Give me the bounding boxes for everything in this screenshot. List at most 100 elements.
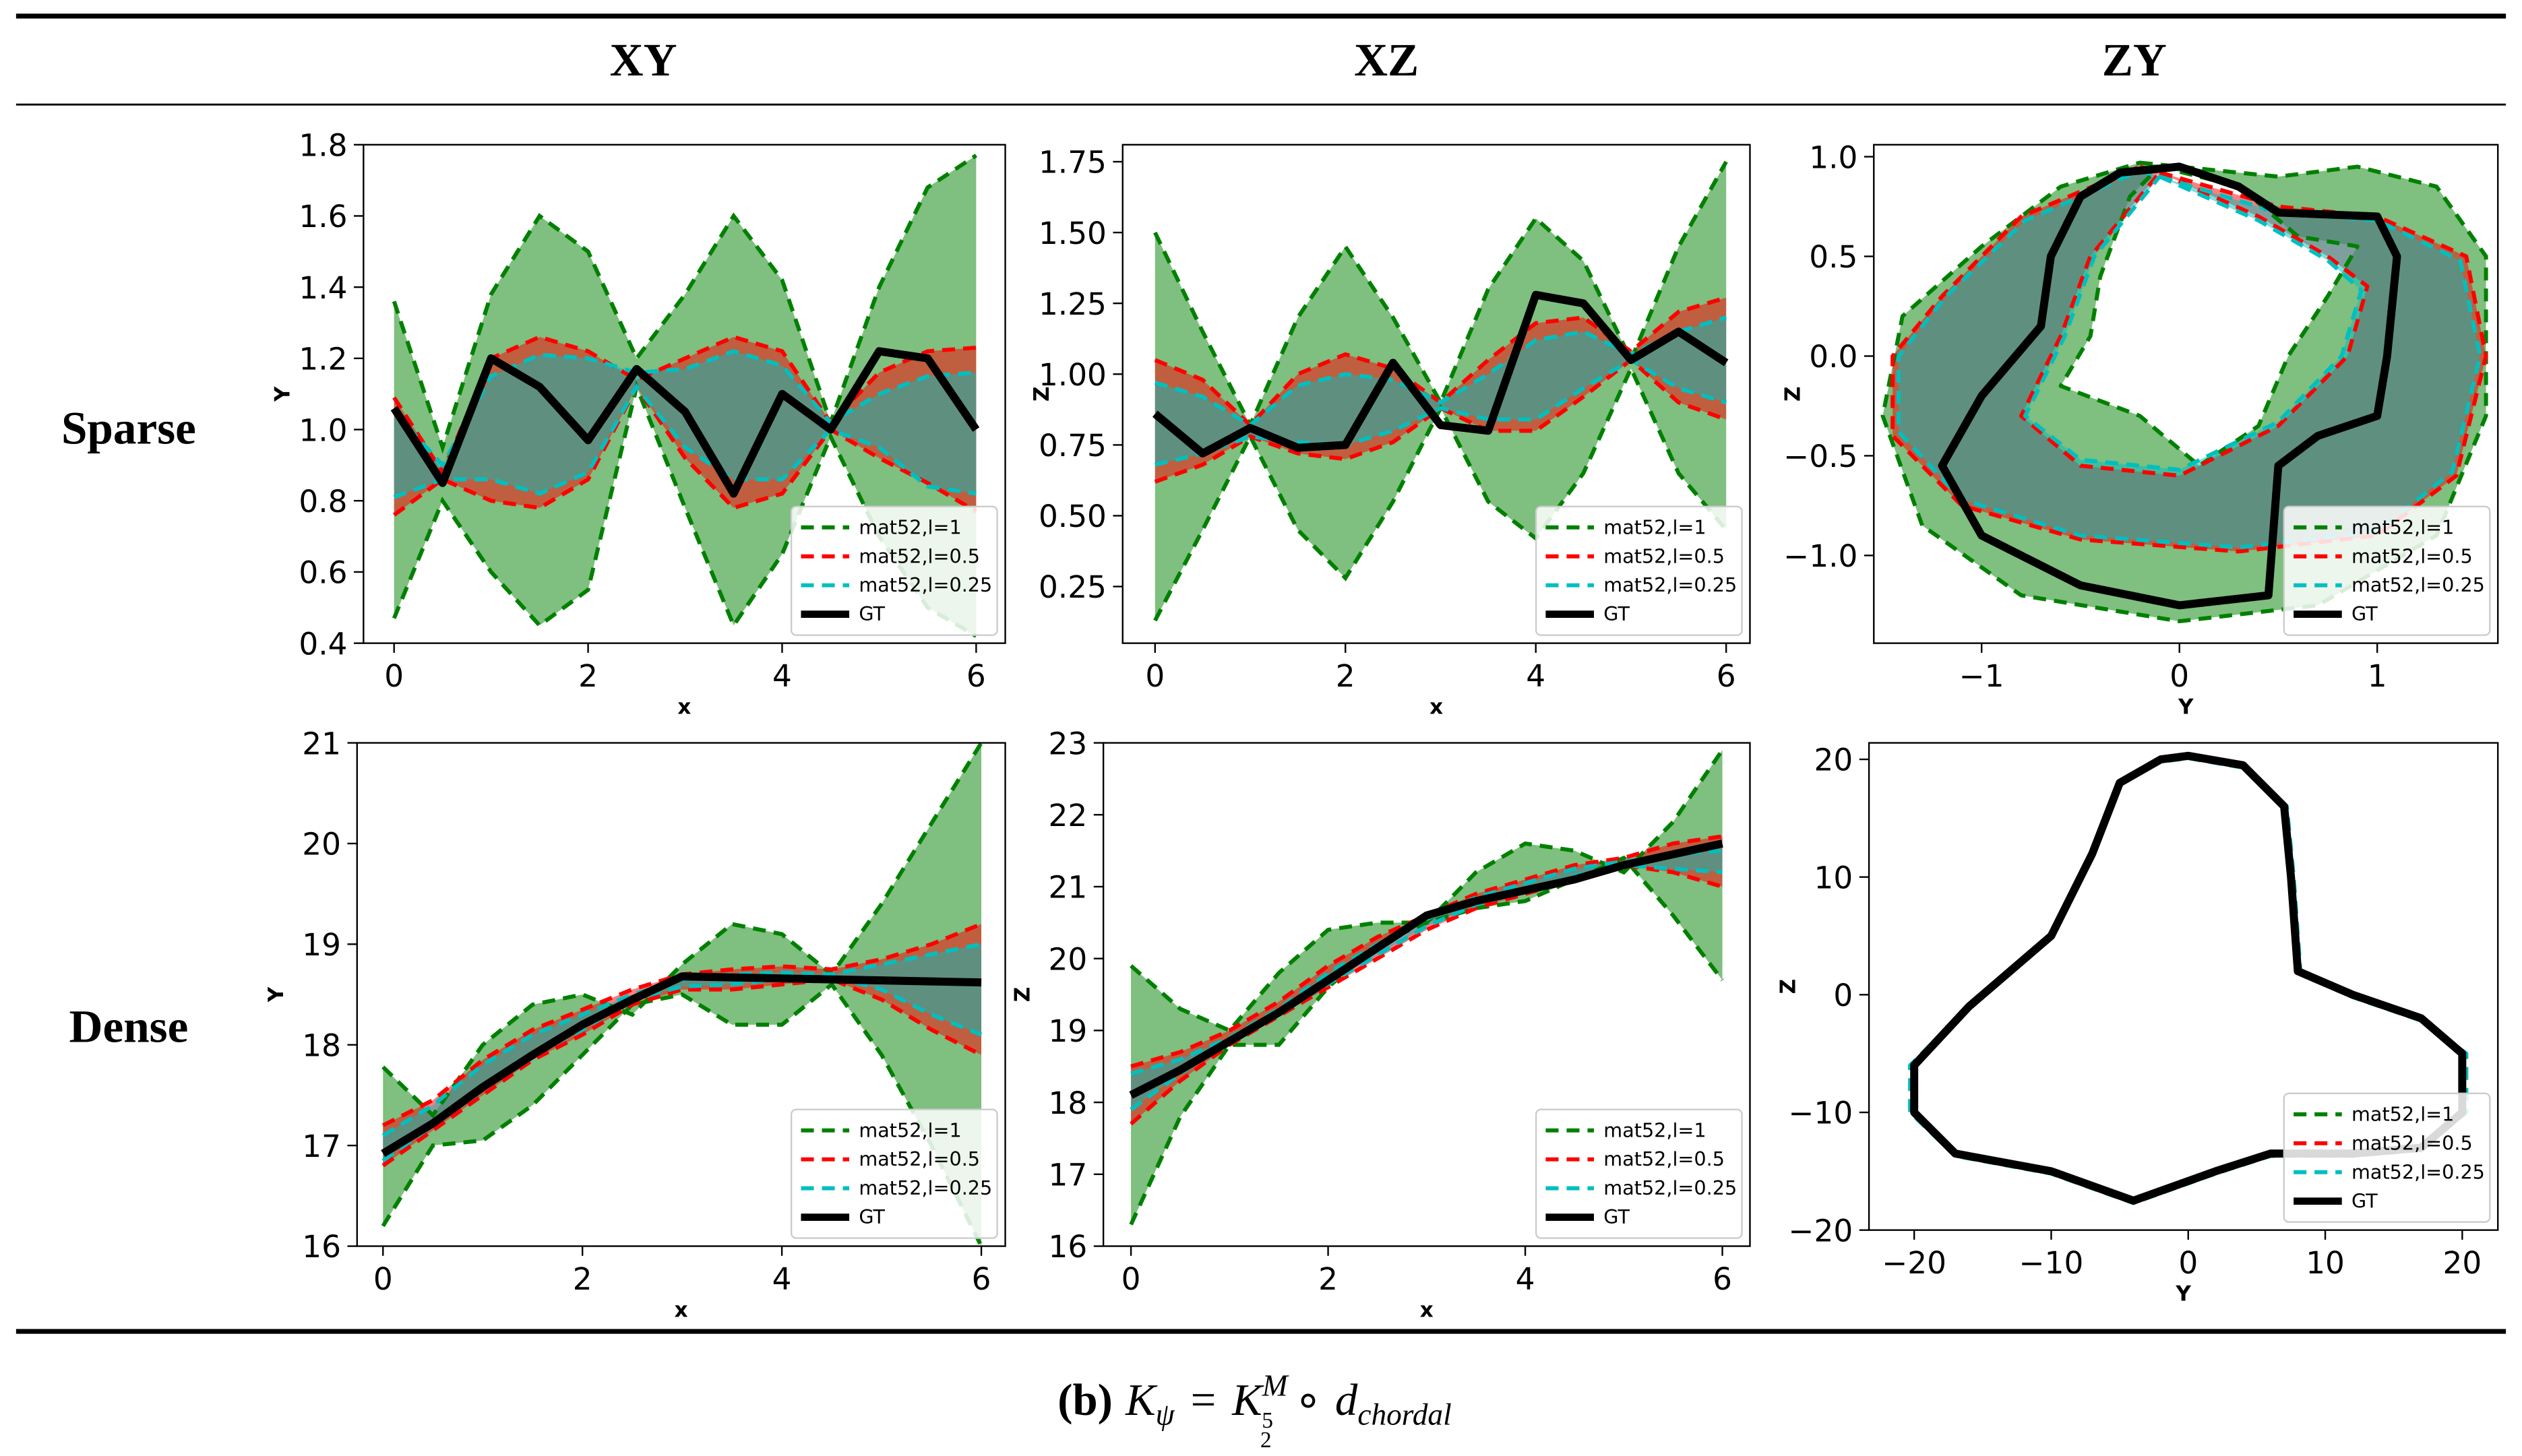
x-tick-label: 2 [578,658,598,694]
legend-label: mat52,l=0.25 [1603,573,1737,596]
plot-frame [356,742,1006,1247]
bound-line [392,383,977,517]
plot-area [1908,751,2469,1205]
x-tick-label: 4 [772,658,792,694]
y-tick-label: 0 [1833,978,1853,1013]
x-tick-label: 4 [1526,658,1545,694]
x-axis-label: x [1429,695,1443,720]
legend-label: mat52,l=0.5 [2351,1131,2473,1154]
legend-label: GT [859,1205,885,1228]
x-axis-label: Y [2175,1282,2191,1306]
y-tick-label: 18 [1049,1085,1088,1121]
caption-symbol: ψ [1156,1397,1175,1431]
legend-box [1535,505,1743,636]
bound-line [381,974,983,1162]
legend-label: mat52,l=0.25 [1603,1176,1737,1199]
y-axis-label: Y [264,986,288,1003]
plot-area [1129,749,1725,1226]
bound-line [2023,175,2364,472]
y-tick-label: 1.75 [1039,145,1107,181]
caption-symbol: 5 [1262,1408,1273,1433]
bound-line [392,154,978,454]
y-tick-label: 1.8 [299,128,347,164]
plot-frame [1102,742,1751,1247]
bound-line [1129,855,1724,1226]
x-tick-label: 2 [573,1261,592,1297]
y-tick-label: 1.50 [1039,216,1107,251]
caption-symbol: M [1262,1368,1289,1402]
legend-label: GT [2351,602,2378,625]
y-tick-label: 21 [1049,870,1088,906]
caption-symbol: chordal [1357,1397,1451,1431]
y-tick-label: 0.25 [1039,569,1107,605]
y-tick-label: 20 [1814,742,1853,778]
y-tick-label: 0.6 [299,555,347,591]
x-tick-label: 0 [373,1261,393,1297]
y-axis-label: Y [271,386,295,402]
bound-line [393,383,977,499]
x-tick-label: 0 [2178,1245,2198,1281]
y-tick-label: 16 [1049,1229,1088,1265]
column-header: ZY [2102,34,2167,86]
caption-symbol: 2 [1260,1428,1272,1453]
y-axis-label: Z [1010,987,1035,1002]
gt-line [1152,290,1729,457]
x-tick-label: 6 [966,658,986,694]
bound-line [1130,749,1725,1034]
y-tick-label: 1.6 [299,199,347,234]
legend-label: mat52,l=1 [2351,515,2454,538]
y-tick-label: 1.0 [299,412,347,448]
legend-label: GT [2351,1189,2378,1212]
legend-label: GT [1603,602,1630,625]
x-tick-label: 2 [1336,658,1355,694]
gt-line [1910,751,2467,1205]
confidence-band [1131,850,1723,1110]
y-axis-label: Z [1781,386,1805,401]
gt-line [390,347,980,498]
legend-label: mat52,l=0.5 [1603,544,1725,567]
y-tick-label: −1.0 [1783,538,1857,574]
confidence-band [1131,836,1723,1125]
y-tick-label: 19 [302,927,341,963]
x-tick-label: 10 [2306,1245,2345,1281]
y-tick-label: −0.5 [1783,439,1857,474]
x-axis-label: x [675,1298,688,1323]
plot-area [1152,160,1729,622]
plot-area [390,154,980,638]
y-tick-label: 1.00 [1039,357,1107,393]
y-tick-label: 0.4 [299,626,347,662]
y-tick-label: −20 [1789,1213,1853,1248]
x-tick-label: 0 [1145,658,1165,694]
bound-line [381,981,983,1246]
y-tick-label: 1.25 [1039,286,1107,322]
x-tick-label: 6 [972,1261,991,1297]
legend-label: mat52,l=1 [2351,1102,2454,1125]
caption-symbol: K [1125,1375,1158,1425]
legend-label: mat52,l=0.25 [2351,1160,2485,1183]
caption-symbol: = [1191,1375,1217,1425]
x-tick-label: 2 [1318,1261,1338,1297]
bound-line [1130,834,1723,1069]
y-tick-label: 0.8 [299,484,347,519]
y-tick-label: 1.2 [299,342,347,377]
y-tick-label: 22 [1049,798,1088,833]
y-tick-label: 1.0 [1809,139,1857,175]
y-tick-label: 20 [1049,941,1088,977]
confidence-band [1155,162,1727,621]
legend-box [2283,1092,2491,1223]
gt-line [1938,162,2401,610]
plot-frame [1121,144,1751,644]
x-tick-label: −20 [1882,1245,1946,1281]
x-axis-label: Y [2178,695,2194,720]
y-axis-label: Z [1776,979,1800,994]
y-tick-label: 0.5 [1809,239,1857,275]
confidence-band [383,924,982,1166]
x-tick-label: 0 [2170,658,2189,694]
plot-frame [1868,742,2499,1231]
legend-label: mat52,l=0.5 [2351,544,2473,567]
legend-label: mat52,l=0.5 [859,544,980,567]
bound-line [381,742,983,1118]
gt-line [381,972,982,1158]
legend-box [2283,505,2491,636]
